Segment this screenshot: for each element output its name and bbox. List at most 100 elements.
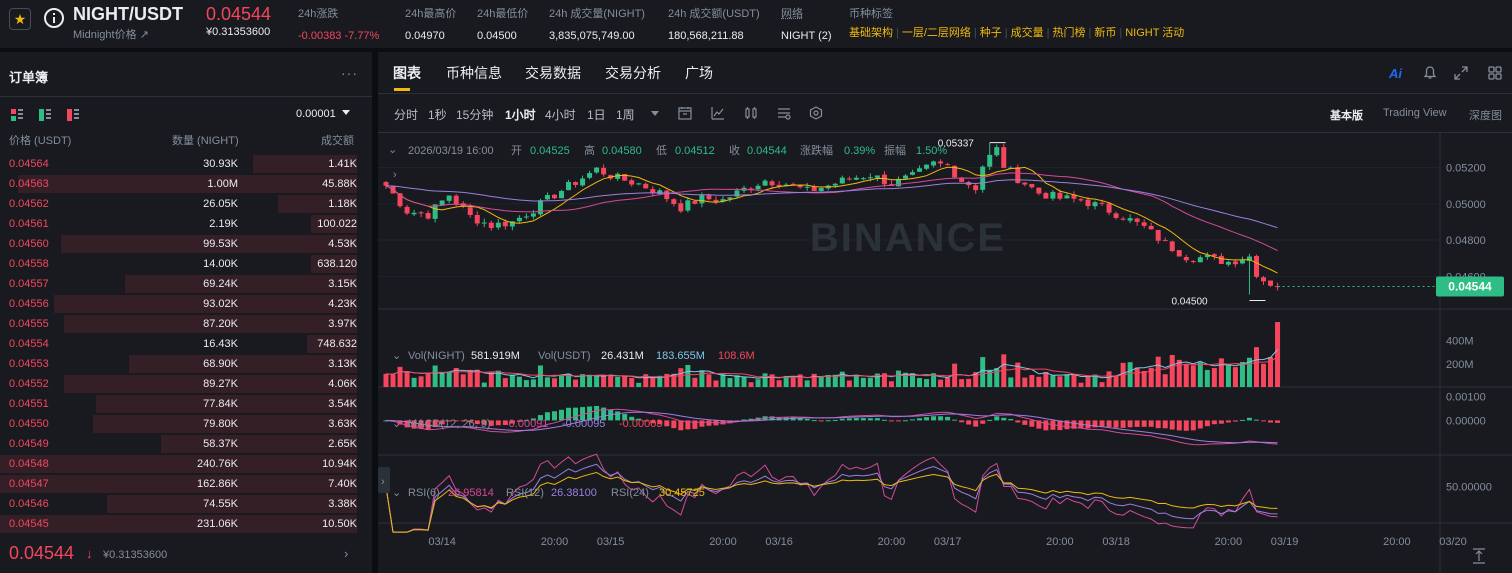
orderbook-asks-mode-icon[interactable] — [67, 109, 79, 121]
ask-row[interactable]: 0.04562 26.05K 1.18K — [0, 194, 372, 214]
volume-ma-line — [385, 356, 1278, 379]
interval-1s[interactable]: 1秒 — [428, 108, 447, 122]
ask-row[interactable]: 0.04546 74.55K 3.38K — [0, 494, 372, 514]
view-basic[interactable]: 基本版 — [1330, 110, 1363, 122]
ask-row[interactable]: 0.04552 89.27K 4.06K — [0, 374, 372, 394]
macd-histogram-bar — [966, 420, 972, 425]
drawing-icon[interactable] — [711, 106, 725, 120]
ask-row[interactable]: 0.04564 30.93K 1.41K — [0, 154, 372, 174]
view-depth-chart[interactable]: 深度图 — [1469, 110, 1502, 122]
ask-row[interactable]: 0.04553 68.90K 3.13K — [0, 354, 372, 374]
volume-bar — [446, 372, 452, 387]
tab-trading-analysis[interactable]: 交易分析 — [605, 65, 661, 81]
ask-row[interactable]: 0.04555 87.20K 3.97K — [0, 314, 372, 334]
candle-body — [418, 212, 424, 214]
tick-size-select[interactable]: 0.00001 — [296, 108, 350, 120]
ask-row[interactable]: 0.04563 1.00M 45.88K — [0, 174, 372, 194]
tag-link[interactable]: 基础架构 — [849, 27, 893, 39]
tag-link[interactable]: 一层/二层网络 — [901, 27, 971, 39]
ask-row[interactable]: 0.04548 240.76K 10.94K — [0, 454, 372, 474]
favorite-button[interactable]: ★ — [9, 8, 31, 30]
macd-histogram-bar — [1246, 417, 1252, 421]
macd-histogram-bar — [931, 416, 937, 421]
tag-link[interactable]: 热门榜 — [1052, 27, 1086, 39]
interval-1w[interactable]: 1周 — [616, 108, 635, 122]
divider — [0, 96, 372, 97]
tag-link[interactable]: 成交量 — [1010, 27, 1044, 39]
volume-bar — [474, 369, 480, 387]
vol-ma2-value: 108.6M — [718, 350, 755, 362]
depth-bar — [0, 475, 357, 493]
rsi-collapse-icon[interactable]: ⌄ — [392, 487, 401, 499]
candle-body — [425, 212, 431, 219]
volume-bar — [1078, 382, 1084, 387]
indicator-icon[interactable] — [678, 106, 692, 120]
symbol-title[interactable]: NIGHT/USDT — [73, 4, 183, 24]
interval-4h[interactable]: 4小时 — [545, 108, 576, 122]
rsi6-label: RSI(6) — [408, 487, 440, 499]
ask-row[interactable]: 0.04547 162.86K 7.40K — [0, 474, 372, 494]
tag-link[interactable]: 种子 — [979, 27, 1002, 39]
compare-icon[interactable] — [744, 106, 758, 120]
ask-amount: 58.37K — [203, 438, 238, 450]
ask-row[interactable]: 0.04550 79.80K 3.63K — [0, 414, 372, 434]
stat-network[interactable]: 网络 NIGHT (2) — [781, 5, 832, 42]
template-icon[interactable] — [809, 106, 823, 120]
orderbook-bids-mode-icon[interactable] — [39, 109, 51, 121]
ai-button[interactable]: Ai — [1389, 66, 1402, 81]
ask-price: 0.04564 — [9, 158, 49, 170]
macd-histogram-bar — [1120, 420, 1126, 428]
fullscreen-icon[interactable] — [1454, 66, 1468, 80]
ask-row[interactable]: 0.04554 16.43K 748.632 — [0, 334, 372, 354]
ask-row[interactable]: 0.04560 99.53K 4.53K — [0, 234, 372, 254]
more-options-icon[interactable]: ··· — [341, 65, 358, 81]
ask-row[interactable]: 0.04549 58.37K 2.65K — [0, 434, 372, 454]
expand-chevron-icon[interactable]: › — [393, 169, 397, 181]
ohlc-high: 0.04580 — [602, 145, 642, 157]
tags-label-group: 币种标签 — [849, 5, 893, 21]
macd-histogram-bar — [474, 420, 480, 425]
stat-24h-high: 24h最高价 0.04970 — [405, 5, 456, 42]
interval-time[interactable]: 分时 — [394, 108, 419, 122]
tab-trading-data[interactable]: 交易数据 — [525, 65, 581, 81]
macd-collapse-icon[interactable]: ⌄ — [392, 418, 401, 430]
depth-bar — [61, 235, 357, 253]
bell-icon[interactable] — [1423, 66, 1437, 80]
tab-coin-info[interactable]: 币种信息 — [446, 65, 502, 81]
ask-row[interactable]: 0.04551 77.84K 3.54K — [0, 394, 372, 414]
view-trading-view[interactable]: Trading View — [1383, 107, 1447, 119]
candle-body — [1113, 213, 1119, 218]
volume-collapse-icon[interactable]: ⌄ — [392, 350, 401, 362]
ask-row[interactable]: 0.04558 14.00K 638.120 — [0, 254, 372, 274]
settings-icon[interactable] — [777, 106, 791, 120]
volume-bar — [1176, 359, 1182, 387]
tab-square[interactable]: 广场 — [685, 65, 713, 81]
ask-row[interactable]: 0.04561 2.19K 100.022 — [0, 214, 372, 234]
tag-link[interactable]: NIGHT 活动 — [1125, 27, 1185, 39]
layout-icon[interactable] — [1488, 66, 1502, 80]
ask-row[interactable]: 0.04545 231.06K 10.50K — [0, 514, 372, 534]
candle-body — [1155, 229, 1161, 241]
ask-row[interactable]: 0.04556 93.02K 4.23K — [0, 294, 372, 314]
volume-bar — [1246, 357, 1252, 387]
orderbook-both-mode-icon[interactable] — [11, 109, 23, 121]
info-icon[interactable] — [44, 8, 64, 28]
volume-bar — [931, 373, 937, 387]
tab-chart[interactable]: 图表 — [393, 65, 421, 81]
interval-1h[interactable]: 1小时 — [505, 108, 536, 122]
chevron-right-icon[interactable]: › — [344, 546, 349, 561]
scroll-to-latest-button[interactable] — [1471, 547, 1487, 564]
symbol-subtitle-link[interactable]: Midnight价格 ↗ — [73, 29, 149, 41]
sidebar-toggle-button[interactable] — [378, 467, 390, 493]
tag-link[interactable]: 新币 — [1094, 27, 1117, 39]
volume-bar — [938, 379, 944, 387]
more-intervals-chevron-icon[interactable] — [651, 111, 659, 116]
interval-1d[interactable]: 1日 — [587, 108, 606, 122]
ask-price: 0.04547 — [9, 478, 49, 490]
candlestick-chart[interactable]: 0.052000.050000.048000.04600400M200M0.00… — [378, 133, 1512, 573]
ask-row[interactable]: 0.04557 69.24K 3.15K — [0, 274, 372, 294]
interval-15m[interactable]: 15分钟 — [456, 108, 494, 122]
ohlc-collapse-icon[interactable]: ⌄ — [388, 144, 397, 156]
volume-bar — [425, 373, 431, 387]
volume-bar — [650, 376, 656, 387]
